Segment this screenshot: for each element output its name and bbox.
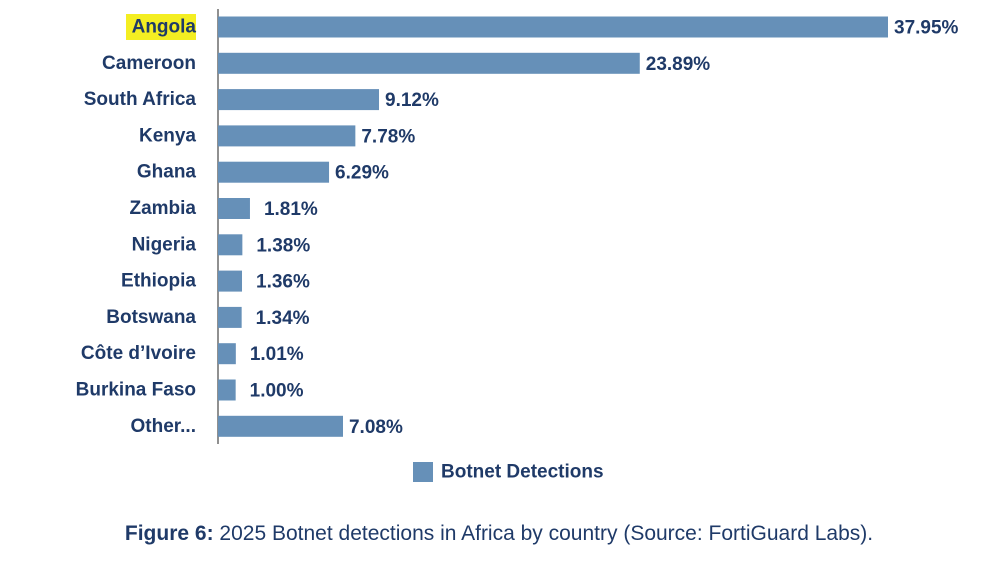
- data-label: 7.08%: [349, 417, 403, 438]
- bar: [218, 52, 640, 74]
- category-label: Ethiopia: [121, 271, 196, 292]
- bar: [218, 234, 243, 256]
- category-label: Kenya: [139, 125, 196, 146]
- data-label: 1.38%: [256, 235, 310, 256]
- bar: [218, 379, 236, 401]
- caption-text: 2025 Botnet detections in Africa by coun…: [213, 522, 874, 545]
- data-label: 1.81%: [264, 199, 318, 220]
- category-label: Nigeria: [132, 234, 197, 255]
- category-label: Cameroon: [102, 53, 196, 74]
- legend-label: Botnet Detections: [441, 462, 604, 483]
- category-label: Burkina Faso: [76, 380, 196, 401]
- bar: [218, 161, 330, 183]
- category-label: Zambia: [129, 198, 196, 219]
- bar: [218, 16, 888, 38]
- bar: [218, 125, 356, 147]
- bar: [218, 270, 243, 292]
- bar: [218, 89, 380, 111]
- category-highlight: [126, 14, 196, 40]
- category-label: South Africa: [84, 89, 197, 110]
- bar: [218, 343, 236, 365]
- bar: [218, 306, 242, 328]
- bar: [218, 198, 250, 219]
- data-label: 37.95%: [894, 18, 959, 39]
- bar: [218, 415, 343, 437]
- caption-label: Figure 6:: [124, 522, 214, 545]
- category-label: Other...: [131, 416, 196, 437]
- legend-swatch: [413, 462, 433, 482]
- data-label: 9.12%: [385, 90, 439, 111]
- category-label: Botswana: [106, 307, 196, 328]
- category-label: Côte d’Ivoire: [81, 343, 196, 364]
- data-label: 1.34%: [256, 308, 310, 329]
- figure-caption: Figure 6: 2025 Botnet detections in Afri…: [0, 522, 998, 546]
- category-label: Ghana: [137, 162, 197, 183]
- data-label: 1.36%: [256, 272, 310, 293]
- category-label: Angola: [132, 17, 197, 38]
- data-label: 6.29%: [335, 163, 389, 184]
- data-label: 1.01%: [250, 344, 304, 365]
- data-label: 7.78%: [361, 126, 415, 147]
- data-label: 23.89%: [646, 54, 711, 75]
- data-label: 1.00%: [250, 381, 304, 402]
